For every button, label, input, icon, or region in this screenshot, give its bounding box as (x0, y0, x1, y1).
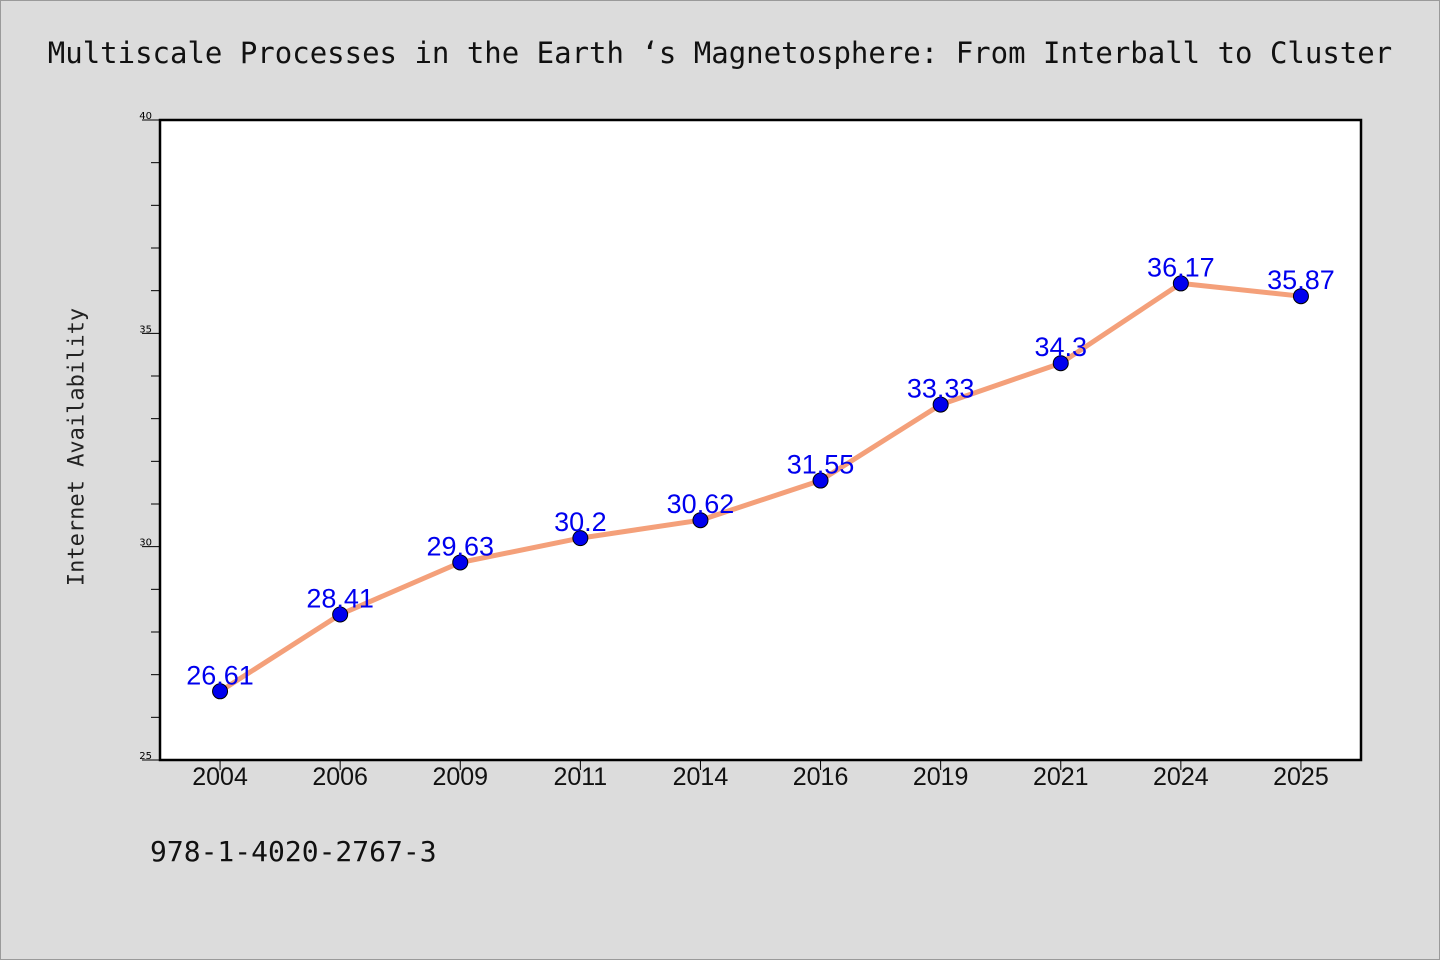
data-point (1292, 288, 1309, 305)
x-tick-label: 2019 (913, 763, 969, 791)
isbn-footnote: 978-1-4020-2767-3 (150, 835, 437, 868)
x-tick-label: 2021 (1033, 763, 1089, 791)
y-tick-label: 40 (139, 111, 152, 122)
data-point (1052, 355, 1069, 372)
data-label: 28.41 (306, 584, 374, 614)
x-tick-label: 2024 (1153, 763, 1209, 791)
data-point (452, 554, 469, 571)
data-label: 30.2 (554, 507, 607, 537)
data-label: 35.87 (1267, 265, 1335, 295)
x-tick-label: 2025 (1273, 763, 1329, 791)
x-tick-label: 2004 (192, 763, 248, 791)
chart-title: Multiscale Processes in the Earth ‘s Mag… (47, 36, 1393, 70)
data-point (692, 512, 709, 529)
data-point (212, 683, 229, 700)
data-point (332, 606, 349, 623)
data-point (812, 472, 829, 489)
data-label: 36.17 (1147, 252, 1215, 282)
y-tick-label: 25 (139, 751, 152, 762)
data-point (1172, 275, 1189, 292)
x-tick-label: 2014 (673, 763, 729, 791)
y-tick-label: 30 (139, 538, 152, 549)
data-label: 34.3 (1034, 332, 1087, 362)
plot-area (158, 118, 1363, 762)
data-point (932, 396, 949, 413)
x-tick-label: 2011 (553, 763, 607, 791)
x-tick-label: 2009 (432, 763, 488, 791)
data-label: 33.33 (907, 374, 975, 404)
data-label: 31.55 (787, 450, 855, 480)
data-label: 30.62 (667, 489, 735, 519)
data-point (572, 530, 589, 547)
x-tick-label: 2006 (312, 763, 368, 791)
data-label: 29.63 (426, 531, 494, 561)
x-tick-label: 2016 (793, 763, 849, 791)
y-tick-label: 35 (139, 324, 152, 335)
series-line (217, 280, 1304, 694)
data-label: 26.61 (186, 660, 254, 690)
